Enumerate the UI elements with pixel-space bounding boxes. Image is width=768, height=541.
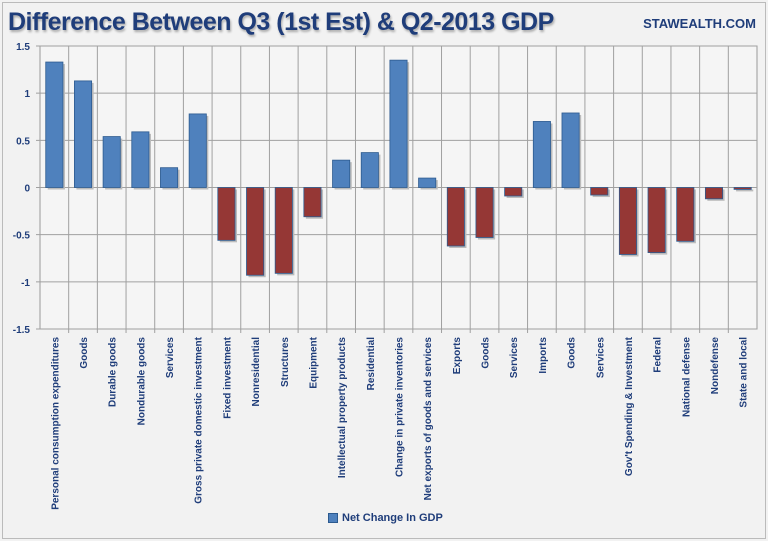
- x-tick-label: Intellectual property products: [337, 337, 348, 479]
- x-tick-label: Residential: [366, 337, 377, 391]
- bar: [360, 152, 379, 188]
- x-tick-label: Exports: [452, 337, 463, 375]
- bar: [618, 187, 637, 255]
- x-tick-label: Goods: [567, 337, 578, 369]
- bar: [131, 131, 150, 188]
- x-tick-label: Personal consumption expenditures: [50, 337, 61, 510]
- bar: [590, 187, 609, 196]
- x-tick-label: Services: [509, 337, 520, 379]
- bar: [74, 80, 93, 188]
- bar: [676, 187, 695, 242]
- chart-title: Difference Between Q3 (1st Est) & Q2-201…: [8, 8, 554, 36]
- x-tick-label: National defense: [681, 337, 692, 417]
- bar: [446, 187, 465, 247]
- x-tick-label: Nondurable goods: [136, 337, 147, 426]
- y-tick-label: -0.5: [13, 231, 31, 242]
- x-tick-label: Durable goods: [108, 337, 119, 407]
- x-tick-label: Net exports of goods and services: [423, 337, 434, 501]
- y-tick-label: -1.5: [13, 325, 31, 336]
- x-tick-label: Goods: [481, 337, 492, 369]
- y-tick-label: 0.5: [16, 136, 30, 147]
- x-tick-label: State and local: [739, 337, 750, 408]
- bar: [504, 187, 523, 197]
- bar: [102, 136, 121, 188]
- x-tick-label: Equipment: [308, 336, 319, 388]
- bar: [332, 159, 351, 188]
- source-label: STAWEALTH.COM: [643, 16, 756, 31]
- x-tick-label: Imports: [538, 337, 549, 374]
- bar: [217, 187, 236, 241]
- legend: Net Change In GDP: [328, 512, 443, 524]
- y-tick-label: -1: [21, 278, 30, 289]
- x-tick-label: Nonresidential: [251, 337, 262, 407]
- x-tick-label: Gross private domestic investment: [194, 336, 205, 503]
- x-tick-label: Nondefense: [710, 337, 721, 395]
- bar: [475, 187, 494, 238]
- bar-shadow: [736, 189, 754, 192]
- x-tick-label: Gov't Spending & Investment: [624, 336, 635, 476]
- legend-swatch: [328, 513, 338, 523]
- bar: [647, 187, 666, 253]
- bar: [532, 121, 551, 188]
- x-tick-label: Change in private inventories: [395, 337, 406, 477]
- x-tick-label: Services: [165, 337, 176, 379]
- bar: [274, 187, 293, 274]
- x-tick-label: Fixed investment: [222, 336, 233, 418]
- y-tick-label: 0: [24, 184, 30, 195]
- bar: [303, 187, 322, 218]
- bar: [418, 177, 437, 188]
- bar: [561, 112, 580, 188]
- bar: [45, 61, 64, 188]
- bar: [704, 187, 723, 200]
- bar: [389, 59, 408, 188]
- x-tick-label: Goods: [79, 337, 90, 369]
- y-tick-label: 1: [24, 89, 30, 100]
- bar: [733, 187, 752, 190]
- bar: [188, 113, 207, 188]
- bar: [160, 167, 179, 188]
- x-tick-label: Structures: [280, 337, 291, 387]
- y-tick-label: 1.5: [16, 42, 30, 53]
- bar: [246, 187, 265, 276]
- legend-label: Net Change In GDP: [342, 512, 443, 524]
- x-tick-label: Federal: [653, 337, 664, 373]
- x-tick-label: Services: [595, 337, 606, 379]
